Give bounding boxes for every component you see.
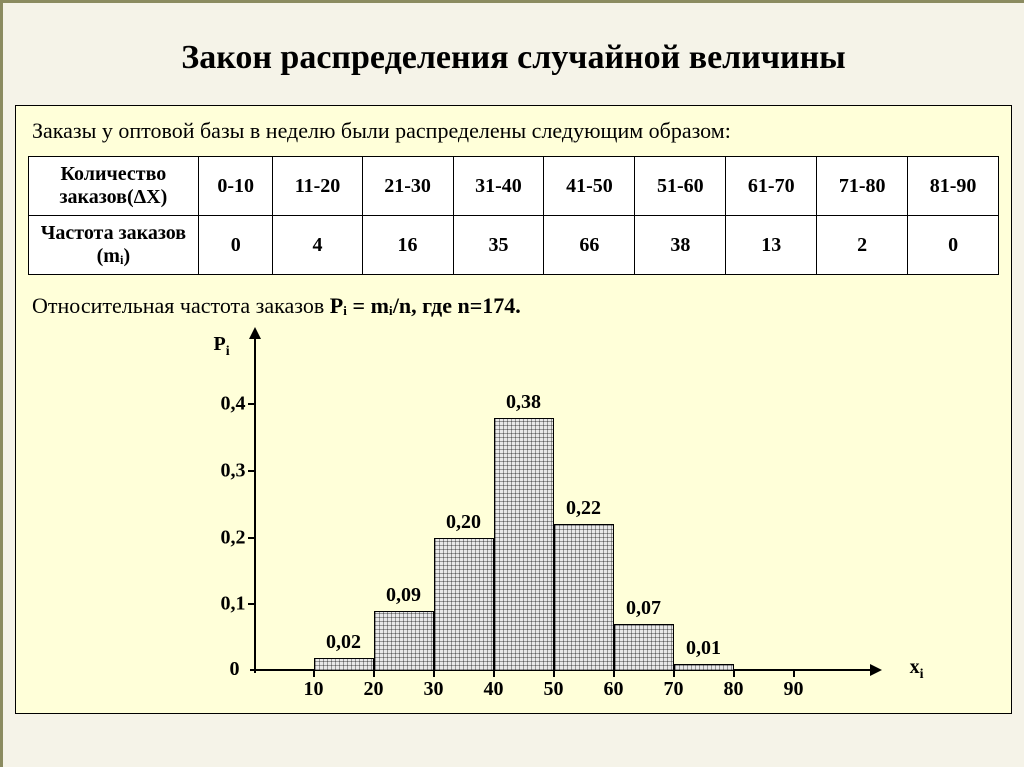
range-cell: 71-80 (817, 157, 908, 216)
range-cell: 61-70 (726, 157, 817, 216)
arrow-up-icon (249, 327, 261, 339)
x-tick-label: 60 (604, 678, 624, 701)
freq-cell: 16 (362, 216, 453, 275)
x-tick (433, 671, 435, 677)
page-title: Закон распределения случайной величины (3, 3, 1024, 105)
x-tick (313, 671, 315, 677)
range-cell: 11-20 (273, 157, 362, 216)
row-header-freqs: Частота заказов (mᵢ) (28, 216, 198, 275)
x-tick-label: 90 (784, 678, 804, 701)
y-tick-label: 0,1 (202, 593, 246, 616)
histogram-bar (494, 418, 554, 671)
table-row: Количество заказов(ΔX) 0-10 11-20 21-30 … (28, 157, 998, 216)
freq-cell: 4 (273, 216, 362, 275)
formula-prefix: Относительная частота заказов (32, 293, 330, 318)
bar-value-label: 0,02 (326, 631, 361, 654)
histogram-bar (314, 658, 374, 671)
freq-cell: 35 (453, 216, 544, 275)
range-cell: 31-40 (453, 157, 544, 216)
range-cell: 21-30 (362, 157, 453, 216)
y-axis (254, 335, 256, 673)
bar-value-label: 0,38 (506, 391, 541, 414)
y-tick (248, 403, 254, 405)
x-tick-label: 70 (664, 678, 684, 701)
x-axis-title: xi (910, 656, 924, 683)
freq-cell: 0 (198, 216, 273, 275)
frequency-table: Количество заказов(ΔX) 0-10 11-20 21-30 … (28, 156, 999, 275)
x-tick (553, 671, 555, 677)
freq-cell: 2 (817, 216, 908, 275)
content-panel: Заказы у оптовой базы в неделю были расп… (15, 105, 1012, 714)
y-tick-label: 0,4 (202, 393, 246, 416)
y-tick (248, 537, 254, 539)
table-row: Частота заказов (mᵢ) 0 4 16 35 66 38 13 … (28, 216, 998, 275)
x-tick-label: 40 (484, 678, 504, 701)
freq-cell: 66 (544, 216, 635, 275)
row-header-ranges: Количество заказов(ΔX) (28, 157, 198, 216)
histogram-bar (434, 538, 494, 671)
range-cell: 41-50 (544, 157, 635, 216)
range-cell: 0-10 (198, 157, 273, 216)
x-tick-label: 20 (364, 678, 384, 701)
x-tick (733, 671, 735, 677)
x-tick (613, 671, 615, 677)
x-tick (373, 671, 375, 677)
x-tick-label: 80 (724, 678, 744, 701)
histogram-bar (374, 611, 434, 671)
plot-area: Pi xi 0 0,10,20,30,41020304050607080900,… (254, 341, 854, 671)
histogram-bar (614, 624, 674, 671)
bar-value-label: 0,09 (386, 584, 421, 607)
bar-value-label: 0,20 (446, 511, 481, 534)
bar-value-label: 0,07 (626, 597, 661, 620)
y-tick-label: 0,2 (202, 526, 246, 549)
formula-line: Относительная частота заказов Pᵢ = mᵢ/n,… (18, 285, 1009, 331)
x-tick (793, 671, 795, 677)
histogram-bar (674, 664, 734, 671)
range-cell: 81-90 (908, 157, 999, 216)
histogram-chart: Pi xi 0 0,10,20,30,41020304050607080900,… (134, 331, 894, 711)
x-tick (493, 671, 495, 677)
histogram-bar (554, 524, 614, 671)
freq-cell: 13 (726, 216, 817, 275)
freq-cell: 0 (908, 216, 999, 275)
y-tick (248, 470, 254, 472)
zero-label: 0 (230, 658, 240, 681)
y-axis-title: Pi (214, 333, 230, 360)
x-tick-label: 50 (544, 678, 564, 701)
formula-bold: Pᵢ = mᵢ/n, где n=174. (330, 293, 521, 318)
intro-text: Заказы у оптовой базы в неделю были расп… (18, 108, 1009, 152)
bar-value-label: 0,22 (566, 497, 601, 520)
y-tick (248, 603, 254, 605)
freq-cell: 38 (635, 216, 726, 275)
x-tick (673, 671, 675, 677)
bar-value-label: 0,01 (686, 637, 721, 660)
x-tick-label: 30 (424, 678, 444, 701)
arrow-right-icon (870, 664, 882, 676)
range-cell: 51-60 (635, 157, 726, 216)
y-tick-label: 0,3 (202, 460, 246, 483)
x-tick-label: 10 (304, 678, 324, 701)
